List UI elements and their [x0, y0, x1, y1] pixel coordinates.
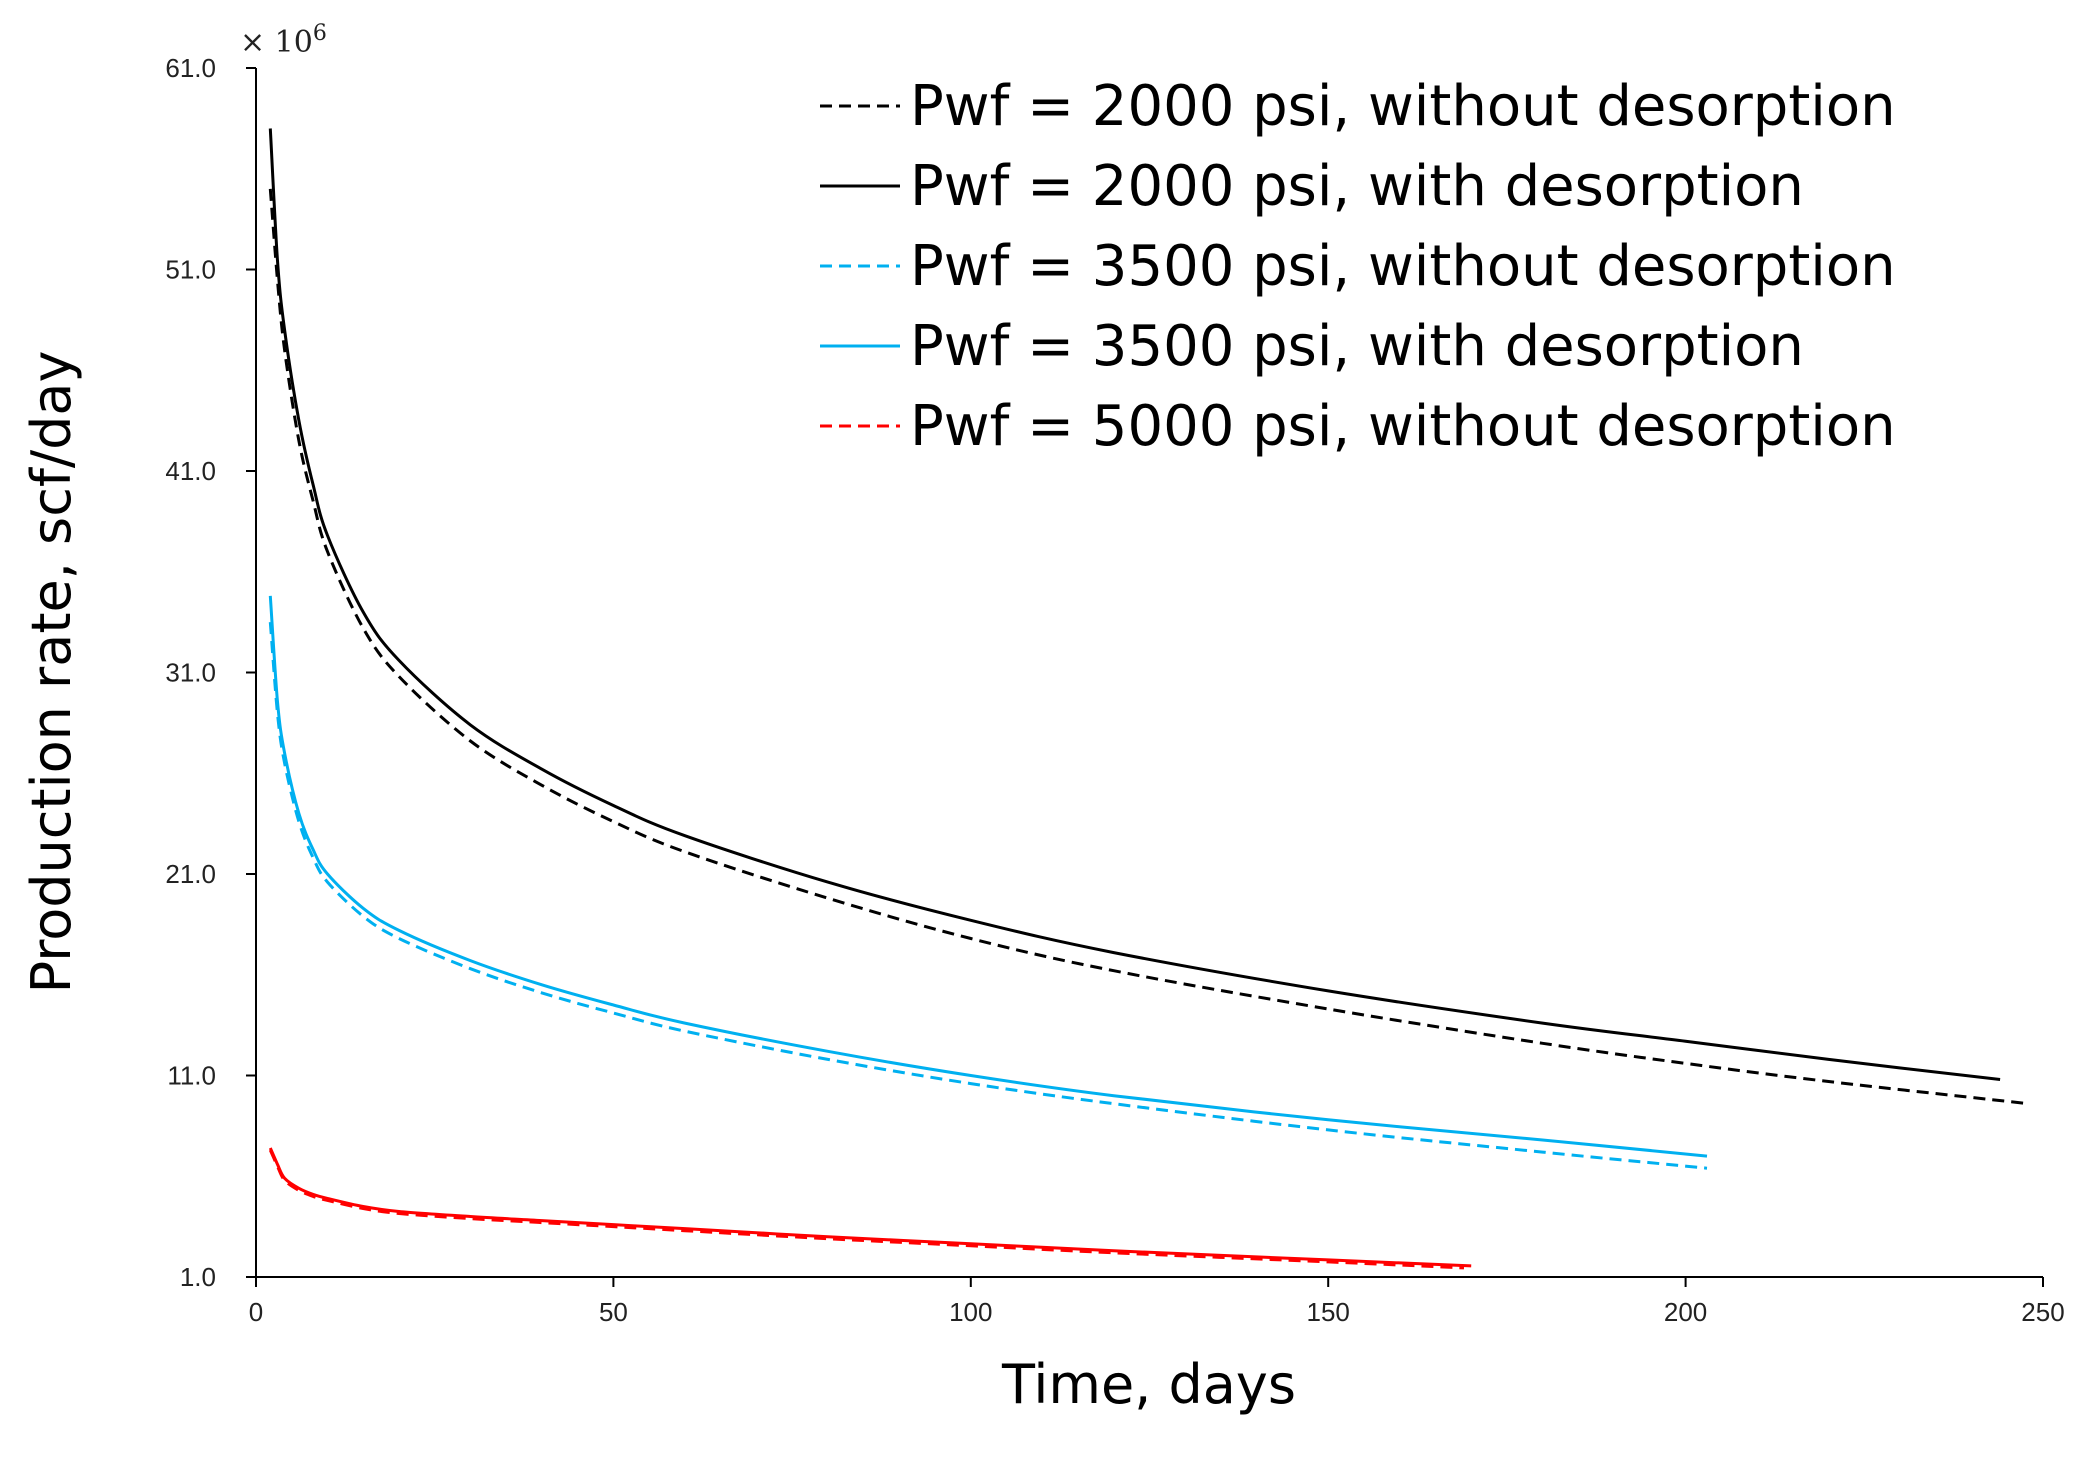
- y-tick-label: 61.0: [165, 53, 216, 83]
- x-tick-label: 200: [1664, 1297, 1707, 1327]
- legend-entry-5: Pwf = 5000 psi, without desorption: [820, 394, 1896, 459]
- x-tick-label: 50: [599, 1297, 628, 1327]
- series-line-5: [268, 1149, 1465, 1270]
- y-multiplier-label: × 106: [240, 21, 327, 60]
- legend-entry-2: Pwf = 2000 psi, with desorption: [820, 154, 1804, 219]
- series-line-4: [268, 595, 1708, 1158]
- series-line-1: [268, 188, 2029, 1106]
- legend-entry-4: Pwf = 3500 psi, with desorption: [820, 314, 1804, 379]
- series-layer: [268, 128, 2029, 1270]
- legend-label: Pwf = 3500 psi, with desorption: [910, 314, 1804, 379]
- legend: Pwf = 2000 psi, without desorption Pwf = …: [820, 74, 1896, 459]
- x-tick-label: 250: [2021, 1297, 2064, 1327]
- x-tick-label: 100: [949, 1297, 992, 1327]
- y-tick-label: 41.0: [165, 456, 216, 486]
- x-tick-label: 0: [249, 1297, 263, 1327]
- x-axis-title: Time, days: [1001, 1353, 1296, 1416]
- legend-label: Pwf = 2000 psi, with desorption: [910, 154, 1804, 219]
- y-multiplier-exponent: 6: [313, 21, 327, 46]
- y-tick-label: 21.0: [165, 859, 216, 889]
- series-line-3: [268, 621, 1708, 1170]
- legend-entry-1: Pwf = 2000 psi, without desorption: [820, 74, 1896, 139]
- y-tick-label: 31.0: [165, 658, 216, 688]
- y-axis-title: Production rate, scf/day: [20, 351, 83, 994]
- x-tick-label: 150: [1307, 1297, 1350, 1327]
- legend-label: Pwf = 5000 psi, without desorption: [910, 394, 1896, 459]
- legend-label: Pwf = 3500 psi, without desorption: [910, 234, 1896, 299]
- y-tick-label: 51.0: [165, 255, 216, 285]
- y-multiplier-base: × 10: [240, 25, 313, 60]
- legend-label: Pwf = 2000 psi, without desorption: [910, 74, 1896, 139]
- y-tick-label: 1.0: [180, 1262, 216, 1292]
- legend-entry-3: Pwf = 3500 psi, without desorption: [820, 234, 1896, 299]
- y-tick-label: 11.0: [167, 1061, 216, 1091]
- series-line-6: [268, 1147, 1472, 1268]
- ticks-layer: 0 50 100 150 200 250 1.0 11.0 21.0 31.0 41.0 51.0 61…: [165, 53, 2064, 1327]
- series-line-2: [268, 128, 2001, 1081]
